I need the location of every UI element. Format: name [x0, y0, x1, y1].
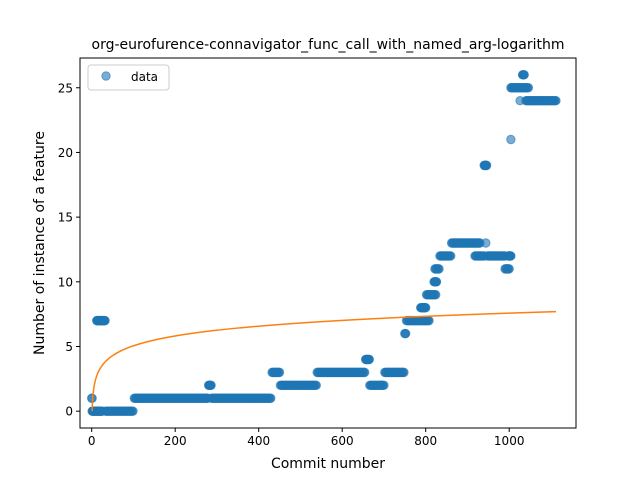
- data-point: [274, 367, 285, 378]
- fit-line: [91, 310, 556, 412]
- x-axis-label: Commit number: [271, 456, 385, 472]
- y-axis-ticks: 0 5 10 15 20 25: [58, 81, 80, 419]
- legend-box: [87, 64, 170, 91]
- data-point: [100, 315, 110, 326]
- y-axis-label: Number of instance of a feature: [32, 131, 48, 355]
- data-point: [364, 354, 375, 365]
- data-point: [446, 251, 456, 261]
- chart-title: org-eurofurence-connavigator_func_call_w…: [92, 37, 565, 53]
- x-axis-ticks: 0 200 400 600 800 1000: [88, 428, 525, 448]
- y-tick-label: 25: [58, 81, 73, 95]
- x-tick-label: 200: [164, 434, 187, 448]
- data-point: [523, 83, 534, 93]
- data-point: [519, 70, 529, 80]
- y-tick-label: 0: [65, 405, 73, 419]
- data-point: [128, 406, 138, 416]
- y-tick-label: 5: [65, 340, 73, 354]
- legend-marker-data: [101, 71, 111, 81]
- data-point: [311, 380, 322, 391]
- y-tick-label: 20: [58, 146, 73, 160]
- data-point: [206, 380, 216, 391]
- y-tick-label: 15: [58, 211, 73, 225]
- data-point: [421, 302, 431, 313]
- data-point: [504, 264, 514, 274]
- data-point: [431, 277, 442, 287]
- data-point: [360, 367, 370, 378]
- plot-frame: [79, 57, 577, 429]
- data-point: [266, 393, 276, 403]
- data-point: [400, 328, 411, 339]
- x-tick-label: 800: [414, 434, 437, 448]
- fit-line-layer: [91, 310, 556, 412]
- x-tick-label: 0: [88, 434, 96, 448]
- data-point: [506, 134, 516, 145]
- data-point: [399, 367, 409, 378]
- data-point: [434, 264, 444, 274]
- data-point: [506, 251, 516, 261]
- data-point: [379, 380, 389, 391]
- data-points-layer: [86, 70, 561, 416]
- data-point: [431, 290, 441, 300]
- legend-label-data: data: [131, 70, 158, 84]
- data-point: [481, 160, 492, 171]
- x-tick-label: 600: [331, 434, 354, 448]
- y-tick-label: 10: [58, 275, 73, 289]
- legend: data: [87, 64, 170, 91]
- data-point: [481, 238, 491, 248]
- data-point: [551, 95, 561, 106]
- x-tick-label: 400: [247, 434, 270, 448]
- x-tick-label: 1000: [494, 434, 525, 448]
- data-point: [424, 315, 434, 326]
